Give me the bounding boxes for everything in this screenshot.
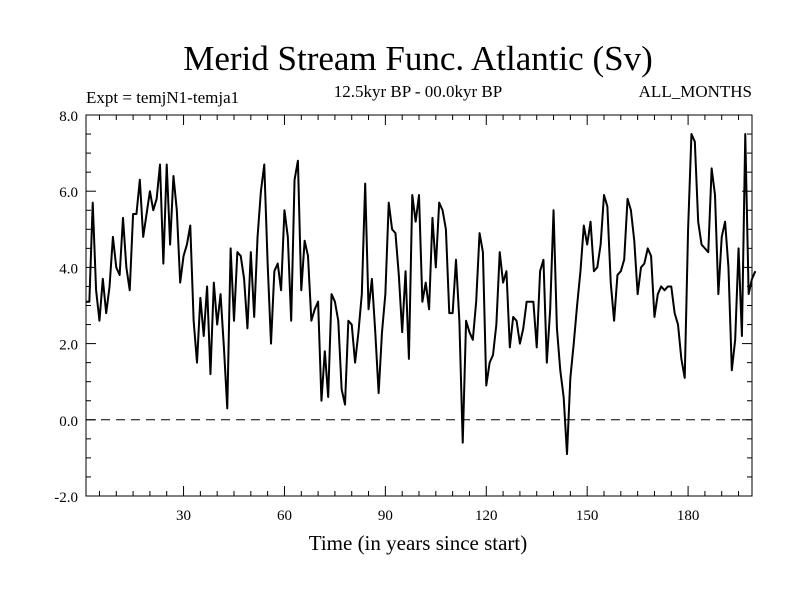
x-tick-label: 180 [677,508,700,524]
x-axis-tick-labels: 30 60 90 120 150 180 [176,508,699,524]
y-tick-label: 8.0 [59,109,78,125]
y-tick-label: 2.0 [59,338,78,354]
x-axis-ticks [98,115,740,496]
y-tick-label: -2.0 [54,490,78,506]
y-tick-label: 4.0 [59,261,78,277]
chart-subtitle-right: ALL_MONTHS [639,82,752,101]
chart-subtitle-left: Expt = temjN1-temja1 [86,88,239,107]
y-tick-label: 6.0 [59,185,78,201]
y-tick-label: 0.0 [59,414,78,430]
x-axis-label: Time (in years since start) [309,531,528,555]
x-tick-label: 150 [576,508,599,524]
plot-frame [85,114,753,497]
chart-subtitle-center: 12.5kyr BP - 00.0kyr BP [334,82,502,101]
x-tick-label: 60 [277,508,292,524]
x-tick-label: 30 [176,508,191,524]
chart-title: Merid Stream Func. Atlantic (Sv) [183,39,653,78]
y-axis-tick-labels: -2.0 0.0 2.0 4.0 6.0 8.0 [54,109,78,506]
series-line [86,133,757,456]
x-tick-label: 90 [378,508,393,524]
x-tick-label: 120 [475,508,498,524]
